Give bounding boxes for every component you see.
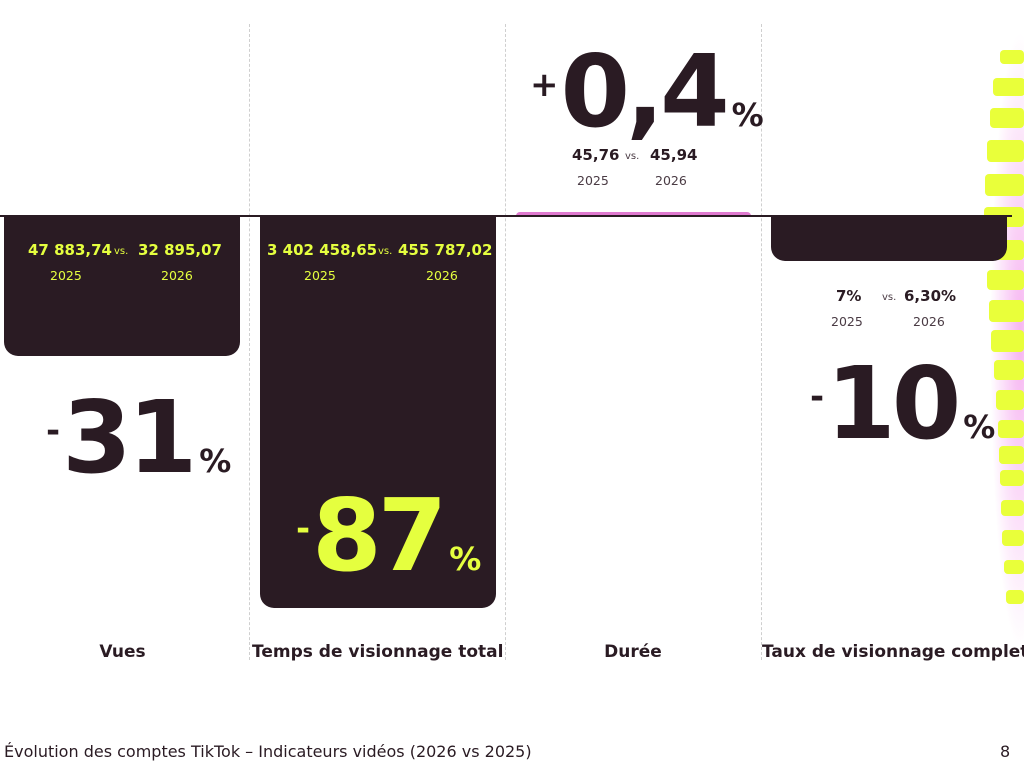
year-2026-label: 2026 <box>655 173 687 188</box>
value-2025: 3 402 458,65 <box>267 241 378 259</box>
bar-temps-de-visionnage-total <box>260 216 496 608</box>
decorative-stripe <box>1000 50 1024 64</box>
change-percent-duree: + 0,4 % <box>530 42 764 142</box>
year-2026-label: 2026 <box>161 268 193 283</box>
change-value: 0,4 <box>560 33 730 150</box>
decorative-stripe <box>985 174 1024 196</box>
year-2025-label: 2025 <box>50 268 82 283</box>
vs-label: vs. <box>378 246 393 257</box>
change-value: 87 <box>312 477 447 594</box>
year-2025-label: 2025 <box>577 173 609 188</box>
value-2025: 45,76 <box>572 146 620 164</box>
decorative-stripe <box>1001 500 1024 516</box>
zero-baseline <box>0 215 1012 217</box>
decorative-stripe <box>990 108 1024 128</box>
value-2025: 7% <box>836 287 862 305</box>
category-label-duree: Durée <box>604 642 662 662</box>
decorative-stripe <box>998 420 1024 438</box>
year-2025-label: 2025 <box>304 268 336 283</box>
category-label-vues: Vues <box>99 642 146 662</box>
change-percent-temps-de-visionnage-total: - 87 % <box>296 486 481 586</box>
value-2026: 455 787,02 <box>398 241 493 259</box>
page-number: 8 <box>1000 742 1011 761</box>
change-unit: % <box>199 442 232 480</box>
change-unit: % <box>731 96 764 134</box>
decorative-stripe <box>1000 470 1024 486</box>
decorative-stripe <box>994 360 1024 380</box>
year-2025-label: 2025 <box>831 314 863 329</box>
category-label-taux-de-visionnage-complet: Taux de visionnage complet <box>762 642 1024 662</box>
change-unit: % <box>449 540 482 578</box>
change-value: 10 <box>826 345 961 462</box>
bar-duree <box>516 212 751 216</box>
column-divider <box>505 24 506 660</box>
decorative-stripe <box>987 270 1024 290</box>
bar-vues <box>4 216 240 356</box>
decorative-stripe <box>987 140 1024 162</box>
change-value: 31 <box>62 379 197 496</box>
category-label-temps-de-visionnage-total: Temps de visionnage total <box>252 642 504 662</box>
change-sign: - <box>46 411 61 451</box>
bar-taux-de-visionnage-complet <box>771 216 1007 261</box>
change-unit: % <box>963 408 996 446</box>
decorative-stripe <box>1006 590 1024 604</box>
column-divider <box>761 24 762 660</box>
footer-text: Évolution des comptes TikTok – Indicateu… <box>4 742 532 761</box>
vs-label: vs. <box>114 246 129 257</box>
change-percent-vues: - 31 % <box>46 388 231 488</box>
decorative-stripe <box>1004 560 1024 574</box>
change-sign: - <box>810 377 825 417</box>
decorative-stripe <box>1002 530 1024 546</box>
year-2026-label: 2026 <box>913 314 945 329</box>
decorative-stripe <box>993 78 1024 96</box>
value-2025: 47 883,74 <box>28 241 112 259</box>
decorative-stripe <box>991 330 1024 352</box>
value-2026: 32 895,07 <box>138 241 222 259</box>
column-divider <box>249 24 250 660</box>
value-2026: 6,30% <box>904 287 957 305</box>
decorative-stripe <box>999 446 1024 464</box>
change-sign: - <box>296 509 311 549</box>
change-percent-taux-de-visionnage-complet: - 10 % <box>810 354 995 454</box>
vs-label: vs. <box>625 151 640 162</box>
year-2026-label: 2026 <box>426 268 458 283</box>
vs-label: vs. <box>882 292 897 303</box>
change-sign: + <box>530 65 559 105</box>
decorative-stripe <box>996 390 1024 410</box>
decorative-stripe <box>989 300 1024 322</box>
value-2026: 45,94 <box>650 146 698 164</box>
